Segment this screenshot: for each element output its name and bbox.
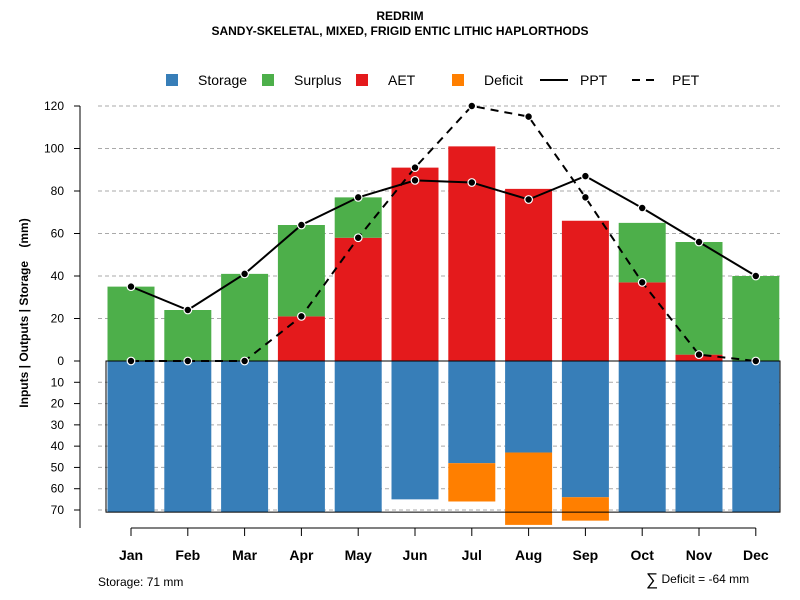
aet-bar	[391, 167, 439, 361]
x-tick-label: Dec	[743, 547, 769, 563]
pet-point	[751, 356, 761, 366]
ppt-point	[524, 195, 533, 204]
y-tick-label: 60	[51, 227, 65, 241]
storage-bar	[391, 361, 439, 500]
x-tick-label: Jun	[403, 547, 428, 563]
x-tick-label: Nov	[686, 547, 713, 563]
y-tick-label: 20	[51, 397, 65, 411]
pet-point	[126, 356, 136, 366]
pet-point	[637, 277, 647, 287]
pet-point	[297, 311, 306, 321]
y-tick-label: 20	[51, 312, 65, 326]
surplus-bar	[107, 286, 155, 361]
legend-swatch-deficit	[452, 74, 464, 86]
storage-bar	[618, 361, 666, 513]
surplus-bar	[277, 225, 325, 317]
surplus-bar	[221, 273, 269, 361]
storage-bar	[675, 361, 723, 513]
storage-bar	[164, 361, 212, 513]
surplus-bar	[675, 242, 723, 355]
legend-label-storage: Storage	[198, 72, 247, 88]
pet-point	[240, 356, 250, 366]
y-tick-label: 100	[44, 142, 64, 156]
ppt-point	[126, 282, 136, 292]
ppt-point	[183, 305, 193, 315]
deficit-bar	[448, 463, 496, 502]
storage-bar	[221, 361, 269, 513]
x-tick-label: Oct	[631, 547, 655, 563]
y-tick-label: 120	[44, 99, 64, 113]
x-tick-label: Sep	[573, 547, 599, 563]
storage-note: Storage: 71 mm	[98, 575, 184, 589]
pet-point	[694, 350, 704, 360]
x-tick-label: Mar	[232, 547, 257, 563]
pet-point	[581, 192, 590, 202]
x-tick-label: Aug	[515, 547, 542, 563]
x-tick-label: Apr	[289, 547, 314, 563]
deficit-bar	[505, 452, 553, 525]
ppt-point	[694, 237, 704, 247]
x-tick-label: Jan	[119, 547, 143, 563]
deficit-text: Deficit = -64 mm	[661, 572, 750, 586]
storage-bar	[334, 361, 382, 513]
chart-title: REDRIM	[376, 9, 424, 23]
x-tick-label: Feb	[175, 547, 200, 563]
deficit-bar	[561, 497, 609, 521]
legend-swatch-aet	[356, 74, 368, 86]
aet-bar	[334, 237, 382, 361]
ppt-point	[637, 203, 647, 213]
legend-label-deficit: Deficit	[484, 72, 523, 88]
storage-bar	[107, 361, 155, 513]
sum-symbol: ∑	[646, 570, 659, 589]
storage-bar	[505, 361, 553, 453]
y-tick-label: 40	[51, 269, 65, 283]
y-tick-label: 30	[51, 418, 65, 432]
x-tick-label: Jul	[462, 547, 482, 563]
pet-line	[131, 104, 756, 362]
pet-point	[410, 163, 420, 173]
y-tick-label: 80	[51, 184, 65, 198]
pet-point	[353, 233, 363, 243]
surplus-bar	[732, 276, 780, 361]
aet-bar	[618, 282, 666, 361]
aet-bar	[561, 220, 609, 361]
storage-bar	[277, 361, 325, 513]
y-tick-label: 50	[51, 460, 65, 474]
legend-swatch-surplus	[262, 74, 274, 86]
storage-bar	[448, 361, 496, 464]
ppt-point	[751, 271, 761, 281]
y-tick-label: 0	[57, 354, 64, 368]
aet-bar	[277, 316, 325, 361]
ppt-point	[240, 269, 250, 279]
surplus-bar	[618, 222, 666, 283]
chart-subtitle: SANDY-SKELETAL, MIXED, FRIGID ENTIC LITH…	[211, 24, 589, 38]
y-tick-label: 10	[51, 375, 65, 389]
aet-bar	[505, 188, 553, 361]
ppt-line	[130, 175, 757, 312]
ppt-point	[353, 192, 363, 202]
legend-label-ppt: PPT	[580, 72, 608, 88]
pet-point	[467, 101, 477, 111]
pet-point	[524, 112, 533, 122]
legend-swatch-storage	[166, 74, 178, 86]
legend-label-surplus: Surplus	[294, 72, 341, 88]
storage-bar	[561, 361, 609, 498]
y-tick-label: 70	[51, 503, 65, 517]
ppt-point	[410, 175, 420, 185]
ppt-point	[297, 220, 306, 230]
surplus-bar	[164, 310, 212, 361]
y-tick-label: 40	[51, 439, 65, 453]
ppt-point	[581, 171, 590, 181]
y-axis-title: Inputs | Outputs | Storage (mm)	[17, 218, 31, 407]
legend-label-aet: AET	[388, 72, 416, 88]
pet-point	[183, 356, 193, 366]
y-tick-label: 60	[51, 482, 65, 496]
ppt-point	[467, 178, 477, 187]
deficit-note: ∑ Deficit = -64 mm	[646, 570, 749, 590]
x-tick-label: May	[345, 547, 372, 563]
storage-bar	[732, 361, 780, 513]
legend-label-pet: PET	[672, 72, 700, 88]
